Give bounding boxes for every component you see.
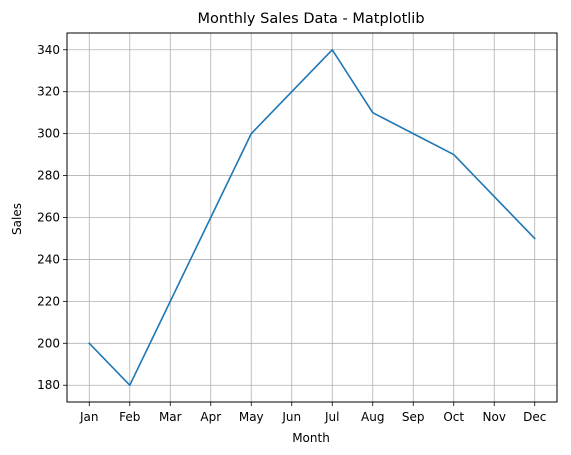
y-tick-label: 300 [37,127,60,141]
y-tick-label: 240 [37,252,60,266]
data-point [169,301,171,303]
x-tick-label: Feb [119,410,140,424]
x-tick-label: Jun [281,410,301,424]
data-point [453,154,455,156]
x-tick-label: Aug [361,410,384,424]
x-tick-label: Apr [200,410,221,424]
data-point [88,342,90,344]
series-layer [88,48,536,387]
x-tick-label: Sep [402,410,425,424]
data-point [493,196,495,198]
x-tick-label: Jan [79,410,99,424]
x-tick-label: Dec [523,410,546,424]
data-point [412,133,414,135]
y-tick-label: 280 [37,169,60,183]
grid-lines [67,33,557,402]
x-tick-label: Nov [483,410,506,424]
x-tick-label: Oct [443,410,464,424]
y-tick-label: 320 [37,85,60,99]
data-point [372,112,374,114]
y-axis-ticks: 180 200 220 240 260 280 300 320 340 [37,43,67,392]
x-tick-label: Mar [159,410,182,424]
x-axis-label: Month [292,431,330,445]
data-point [250,133,252,135]
y-tick-label: 260 [37,211,60,225]
data-point [129,384,131,386]
x-tick-label: Jul [324,410,339,424]
y-axis-label: Sales [10,203,24,235]
y-tick-label: 340 [37,43,60,57]
data-point [291,91,293,93]
x-axis-ticks: Jan Feb Mar Apr May Jun Jul Aug Sep Oct Nov Dec [79,402,546,424]
series-line [88,48,536,387]
data-point [210,217,212,219]
data-point [331,49,333,51]
data-point [534,238,536,240]
y-tick-label: 200 [37,336,60,350]
y-tick-label: 220 [37,294,60,308]
x-tick-label: May [239,410,264,424]
y-tick-label: 180 [37,378,60,392]
chart-title: Monthly Sales Data - Matplotlib [197,11,424,27]
